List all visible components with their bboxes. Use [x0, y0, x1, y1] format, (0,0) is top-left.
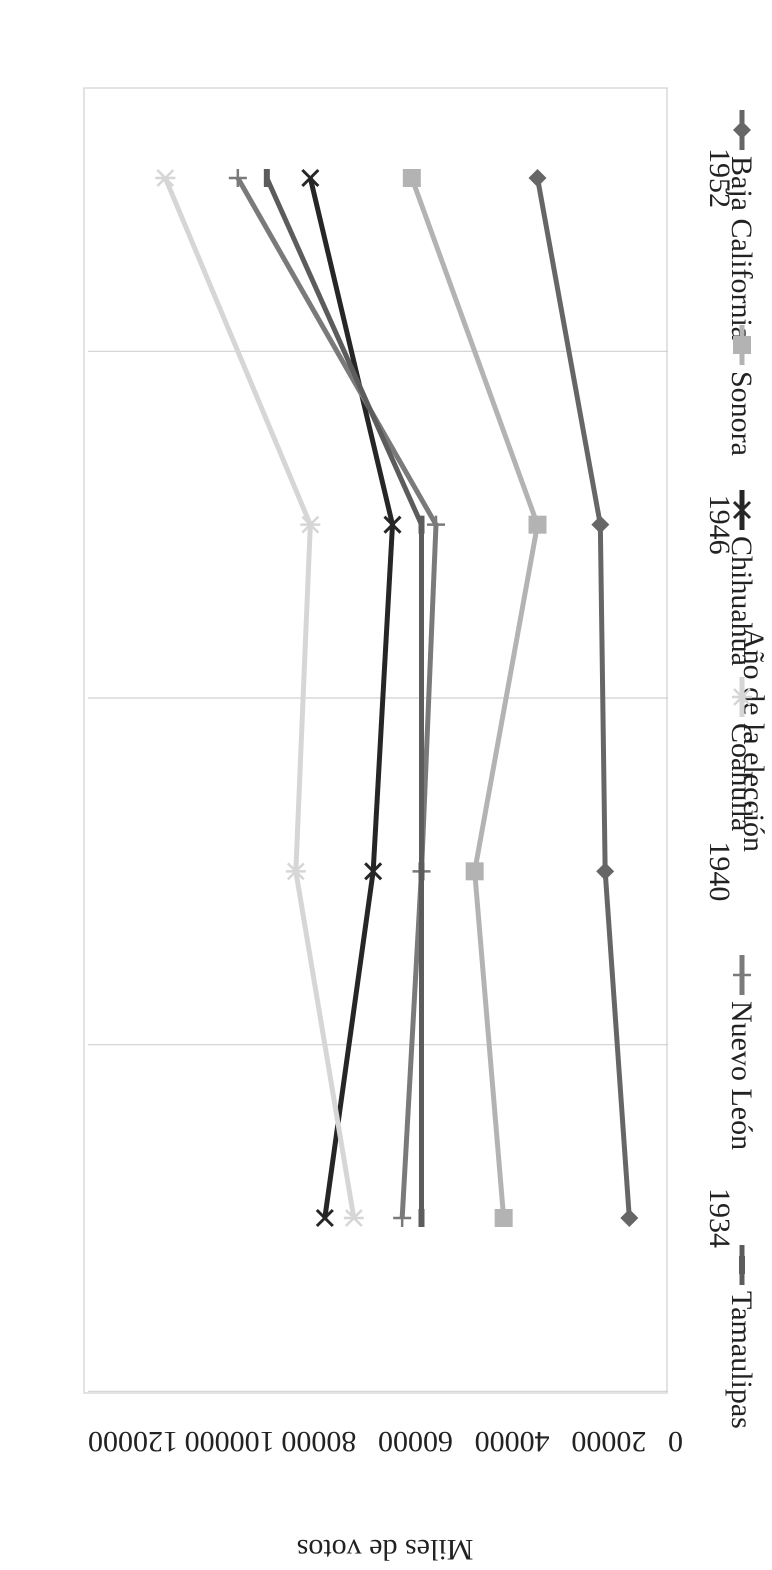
y-axis-title: Miles de votos [297, 1533, 474, 1566]
series-line [163, 177, 357, 1219]
data-point [301, 168, 320, 188]
data-point [418, 1209, 425, 1227]
series-coahuila [155, 169, 364, 1227]
series-line [409, 177, 540, 1219]
y-tick-label: 60000 [378, 1425, 453, 1458]
legend: Baja California Sonora Chihuahua Coahuila Nu… [725, 110, 758, 1429]
y-tick-label: 120000 [88, 1425, 178, 1458]
series-line [235, 176, 439, 1219]
x-tick-labels: 1934 1940 1946 1952 [703, 148, 736, 1248]
legend-item: Nuevo León [725, 955, 758, 1150]
data-point [494, 1209, 513, 1227]
x-tick-label: 1934 [703, 1188, 736, 1248]
legend-label: Sonora [725, 371, 758, 456]
y-tick-label: 0 [668, 1425, 683, 1458]
legend-item: Sonora [725, 325, 758, 456]
x-tick-label: 1940 [703, 841, 736, 901]
legend-label: Chihuahua [725, 536, 758, 666]
data-point [315, 1208, 334, 1228]
data-point [155, 169, 176, 187]
data-point [528, 169, 547, 187]
data-point [465, 862, 484, 881]
legend-item: Chihuahua [725, 490, 758, 666]
legend-label: Nuevo León [725, 1001, 758, 1150]
data-point [228, 169, 247, 187]
legend-item: Coahuila [725, 677, 758, 831]
data-point [591, 515, 610, 534]
data-point [418, 515, 425, 534]
data-point [528, 515, 547, 534]
data-point [343, 1209, 364, 1227]
data-point [733, 336, 751, 354]
data-point [285, 862, 306, 881]
data-point [620, 1209, 639, 1227]
series-line [535, 177, 632, 1219]
data-point [263, 169, 270, 187]
x-tick-label: 1952 [703, 148, 736, 208]
x-axis-title: Año de la elección [737, 628, 770, 852]
series-tamaulipas [263, 169, 425, 1227]
legend-label: Baja California [725, 156, 758, 340]
y-tick-label: 40000 [475, 1425, 550, 1458]
data-point [732, 500, 752, 520]
x-tick-label: 1946 [703, 495, 736, 555]
data-point [596, 862, 615, 881]
series-layer [155, 168, 639, 1228]
series-line [264, 176, 424, 1218]
data-point [733, 121, 751, 139]
data-point [733, 966, 751, 984]
y-tick-label: 100000 [185, 1425, 275, 1458]
data-point [383, 515, 402, 534]
data-point [418, 862, 425, 881]
data-point [732, 688, 752, 706]
data-point [300, 515, 321, 534]
data-point [393, 1209, 412, 1227]
gridlines [88, 350, 668, 1392]
y-tick-label: 80000 [281, 1425, 356, 1458]
legend-label: Tamaulipas [725, 1291, 758, 1429]
plot-area [83, 87, 668, 1394]
series-sonora [402, 169, 547, 1227]
data-point [739, 1256, 745, 1274]
data-point [427, 515, 445, 534]
y-tick-label: 20000 [571, 1425, 646, 1458]
series-line [307, 177, 395, 1219]
data-point [402, 169, 421, 187]
legend-label: Coahuila [725, 723, 758, 831]
series-chihuahua [301, 168, 402, 1228]
legend-item: Tamaulipas [725, 1245, 758, 1429]
data-point [364, 862, 383, 881]
legend-item: Baja California [725, 110, 758, 340]
